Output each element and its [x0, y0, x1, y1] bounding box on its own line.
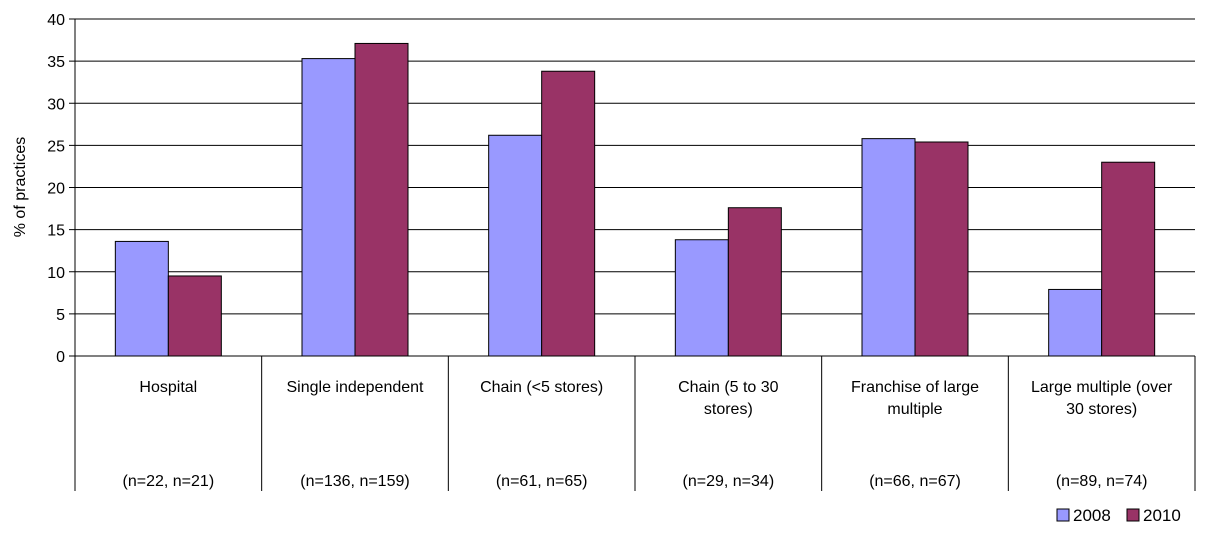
category-label: Chain (<5 stores): [480, 379, 603, 396]
y-tick-label: 25: [47, 138, 65, 155]
category-label: Hospital: [139, 379, 197, 396]
bar-2008: [1048, 288, 1103, 357]
sample-size-label: (n=61, n=65): [496, 473, 588, 490]
legend-swatch-2008: [1056, 508, 1070, 522]
y-tick-label: 40: [47, 12, 65, 29]
gridlines: [75, 18, 1195, 315]
y-tick-label: 5: [56, 307, 65, 324]
bar-2010: [1101, 161, 1156, 357]
bar-2008: [301, 58, 356, 357]
y-tick-label: 10: [47, 265, 65, 282]
sample-size-label: (n=66, n=67): [869, 473, 961, 490]
y-tick-label: 30: [47, 96, 65, 113]
bar-2010: [167, 275, 222, 357]
bar-2010: [727, 207, 782, 357]
bars: [114, 42, 1156, 357]
bar-2008: [674, 239, 729, 357]
category-label: Franchise of large multiple: [851, 379, 979, 418]
sample-size-label: (n=22, n=21): [123, 473, 215, 490]
y-tick-label: 0: [56, 349, 65, 366]
bar-2010: [354, 42, 409, 357]
sample-size-label: (n=136, n=159): [300, 473, 409, 490]
y-tick-label: 20: [47, 181, 65, 198]
y-axis-title: % of practices: [12, 137, 29, 237]
legend-swatch-2010: [1126, 508, 1140, 522]
y-tick-label: 35: [47, 54, 65, 71]
category-label: Single independent: [286, 379, 424, 396]
labels: 0 5 10 15 20 25 30 35 40 Hospital (n=22, n=21) Sing…: [47, 12, 1173, 490]
sample-size-label: (n=29, n=34): [683, 473, 775, 490]
category-label: Large multiple (over 30 stores): [1031, 379, 1173, 418]
bar-2008: [114, 240, 169, 357]
bar-2008: [488, 134, 543, 357]
axes: [69, 18, 1196, 491]
y-tick-label: 15: [47, 223, 65, 240]
sample-size-label: (n=89, n=74): [1056, 473, 1148, 490]
bar-2010: [914, 141, 969, 357]
bar-2010: [541, 70, 596, 357]
category-label: Chain (5 to 30 stores): [678, 379, 779, 418]
legend-label-2008: 2008: [1073, 506, 1111, 525]
bar-2008: [861, 138, 916, 357]
legend-label-2010: 2010: [1143, 506, 1181, 525]
legend: 2008 2010: [1056, 506, 1181, 525]
